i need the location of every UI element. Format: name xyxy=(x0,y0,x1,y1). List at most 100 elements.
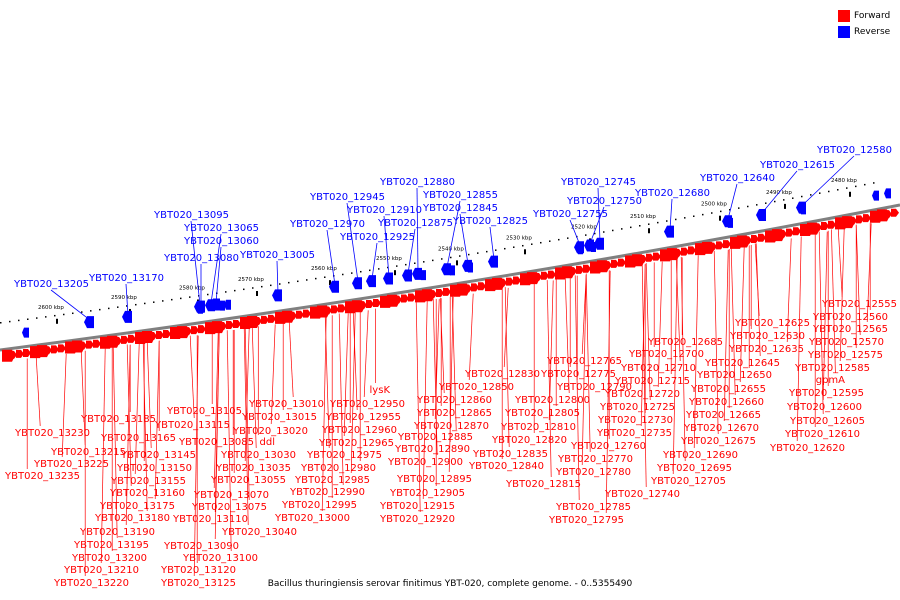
reverse-gene[interactable] xyxy=(329,280,339,293)
forward-gene-label[interactable]: YBT020_12920 xyxy=(379,514,455,525)
forward-gene-label[interactable]: YBT020_12895 xyxy=(396,474,472,485)
forward-gene-label[interactable]: YBT020_12570 xyxy=(808,337,884,348)
forward-gene-label[interactable]: YBT020_13165 xyxy=(100,433,176,444)
forward-gene-label[interactable]: YBT020_13090 xyxy=(163,541,239,552)
forward-gene-label[interactable]: YBT020_13010 xyxy=(248,399,324,410)
forward-gene[interactable] xyxy=(331,305,339,314)
forward-gene-label[interactable]: YBT020_13120 xyxy=(160,565,236,576)
reverse-gene-label[interactable]: YBT020_12845 xyxy=(422,203,498,214)
forward-gene-label[interactable]: YBT020_12800 xyxy=(514,395,590,406)
forward-gene-label[interactable]: YBT020_13015 xyxy=(241,412,317,423)
forward-gene-label[interactable]: YBT020_12830 xyxy=(464,369,540,380)
forward-gene[interactable] xyxy=(359,301,367,310)
reverse-gene[interactable] xyxy=(799,204,806,215)
reverse-gene-label[interactable]: YBT020_12970 xyxy=(289,219,365,230)
forward-gene[interactable] xyxy=(688,246,696,255)
reverse-gene[interactable] xyxy=(383,272,393,285)
forward-gene-label[interactable]: YBT020_13215 xyxy=(50,447,126,458)
forward-gene-label[interactable]: YBT020_12985 xyxy=(294,475,370,486)
forward-gene-label[interactable]: YBT020_12595 xyxy=(788,388,864,399)
forward-gene-label[interactable]: YBT020_12865 xyxy=(416,408,492,419)
reverse-gene-label[interactable]: YBT020_12825 xyxy=(452,216,528,227)
forward-gene-label[interactable]: YBT020_13105 xyxy=(166,406,242,417)
forward-gene-label[interactable]: YBT020_12715 xyxy=(614,376,690,387)
forward-gene[interactable] xyxy=(408,293,416,302)
forward-gene[interactable] xyxy=(478,282,486,291)
forward-gene-label[interactable]: YBT020_12565 xyxy=(812,324,888,335)
forward-gene[interactable] xyxy=(814,223,822,232)
forward-gene-label[interactable]: YBT020_12720 xyxy=(604,389,680,400)
reverse-gene-label[interactable]: YBT020_13065 xyxy=(183,223,259,234)
forward-gene[interactable] xyxy=(149,332,157,341)
forward-gene[interactable] xyxy=(716,241,724,250)
reverse-gene[interactable] xyxy=(22,327,29,338)
forward-gene[interactable] xyxy=(23,349,31,358)
forward-gene-label[interactable]: YBT020_13210 xyxy=(63,565,139,576)
reverse-gene-label[interactable]: YBT020_12880 xyxy=(379,177,455,188)
reverse-gene[interactable] xyxy=(272,289,282,302)
forward-gene-label[interactable]: YBT020_12710 xyxy=(620,363,696,374)
forward-gene-label[interactable]: YBT020_12675 xyxy=(680,436,756,447)
forward-gene-label[interactable]: YBT020_12665 xyxy=(685,410,761,421)
forward-gene[interactable] xyxy=(499,278,507,287)
forward-gene-label[interactable]: YBT020_12905 xyxy=(389,488,465,499)
forward-gene[interactable] xyxy=(541,271,549,280)
forward-gene-label[interactable]: YBT020_12760 xyxy=(570,441,646,452)
forward-gene-label[interactable]: YBT020_13230 xyxy=(14,428,90,439)
forward-gene[interactable] xyxy=(863,214,871,223)
forward-gene[interactable] xyxy=(639,255,647,264)
forward-gene-label[interactable]: YBT020_13155 xyxy=(110,476,186,487)
reverse-gene-label[interactable]: YBT020_12615 xyxy=(759,160,835,171)
forward-gene-label[interactable]: YBT020_12775 xyxy=(540,369,616,380)
reverse-gene[interactable] xyxy=(419,270,426,281)
forward-gene-label[interactable]: YBT020_12555 xyxy=(821,299,897,310)
forward-gene-label[interactable]: YBT020_13195 xyxy=(73,540,149,551)
reverse-gene[interactable] xyxy=(210,298,220,311)
forward-gene[interactable] xyxy=(891,208,899,217)
forward-gene-label[interactable]: YBT020_13075 xyxy=(191,502,267,513)
forward-gene-label[interactable]: YBT020_12900 xyxy=(387,457,463,468)
forward-gene-label[interactable]: YBT020_12620 xyxy=(769,443,845,454)
forward-gene-label[interactable]: YBT020_12600 xyxy=(786,402,862,413)
forward-gene[interactable] xyxy=(758,233,766,242)
forward-gene-label[interactable]: YBT020_12995 xyxy=(281,500,357,511)
reverse-gene[interactable] xyxy=(448,265,455,276)
forward-gene[interactable] xyxy=(653,252,661,261)
forward-gene[interactable] xyxy=(821,222,829,231)
reverse-gene-label[interactable]: YBT020_12875 xyxy=(377,218,453,229)
forward-gene[interactable] xyxy=(289,311,297,320)
forward-gene[interactable] xyxy=(611,259,619,268)
reverse-gene-label[interactable]: YBT020_13170 xyxy=(88,273,164,284)
forward-gene-label[interactable]: YBT020_13110 xyxy=(172,514,248,525)
forward-gene-label[interactable]: YBT020_13220 xyxy=(53,578,129,589)
forward-gene-label[interactable]: YBT020_12780 xyxy=(555,467,631,478)
forward-gene[interactable] xyxy=(324,306,332,315)
forward-gene-label[interactable]: YBT020_12870 xyxy=(413,421,489,432)
forward-gene[interactable] xyxy=(366,300,374,309)
forward-gene-label[interactable]: YBT020_12835 xyxy=(472,449,548,460)
forward-gene-label[interactable]: YBT020_12820 xyxy=(491,435,567,446)
forward-gene-label[interactable]: YBT020_13030 xyxy=(220,450,296,461)
forward-gene-label[interactable]: YBT020_13040 xyxy=(221,527,297,538)
forward-gene-label[interactable]: YBT020_12965 xyxy=(318,438,394,449)
reverse-gene-label[interactable]: YBT020_12755 xyxy=(532,209,608,220)
reverse-gene-label[interactable]: YBT020_12640 xyxy=(699,173,775,184)
forward-gene-label[interactable]: YBT020_12585 xyxy=(794,363,870,374)
forward-gene[interactable] xyxy=(163,330,171,339)
forward-gene[interactable] xyxy=(443,287,451,296)
forward-gene[interactable] xyxy=(401,294,409,303)
forward-gene[interactable] xyxy=(184,327,192,336)
forward-gene-label[interactable]: YBT020_12725 xyxy=(599,402,675,413)
reverse-gene[interactable] xyxy=(84,316,94,329)
forward-gene-label[interactable]: YBT020_12625 xyxy=(734,318,810,329)
forward-gene[interactable] xyxy=(51,345,59,354)
forward-gene-label[interactable]: YBT020_13115 xyxy=(154,420,230,431)
forward-gene-label[interactable]: YBT020_13185 xyxy=(80,414,156,425)
forward-gene[interactable] xyxy=(254,316,262,325)
forward-gene-label[interactable]: YBT020_13190 xyxy=(79,527,155,538)
forward-gene[interactable] xyxy=(198,325,206,334)
reverse-gene[interactable] xyxy=(594,237,604,250)
reverse-gene-label[interactable]: YBT020_12745 xyxy=(560,177,636,188)
forward-gene-label[interactable]: YBT020_13200 xyxy=(71,553,147,564)
forward-gene[interactable] xyxy=(583,264,591,273)
